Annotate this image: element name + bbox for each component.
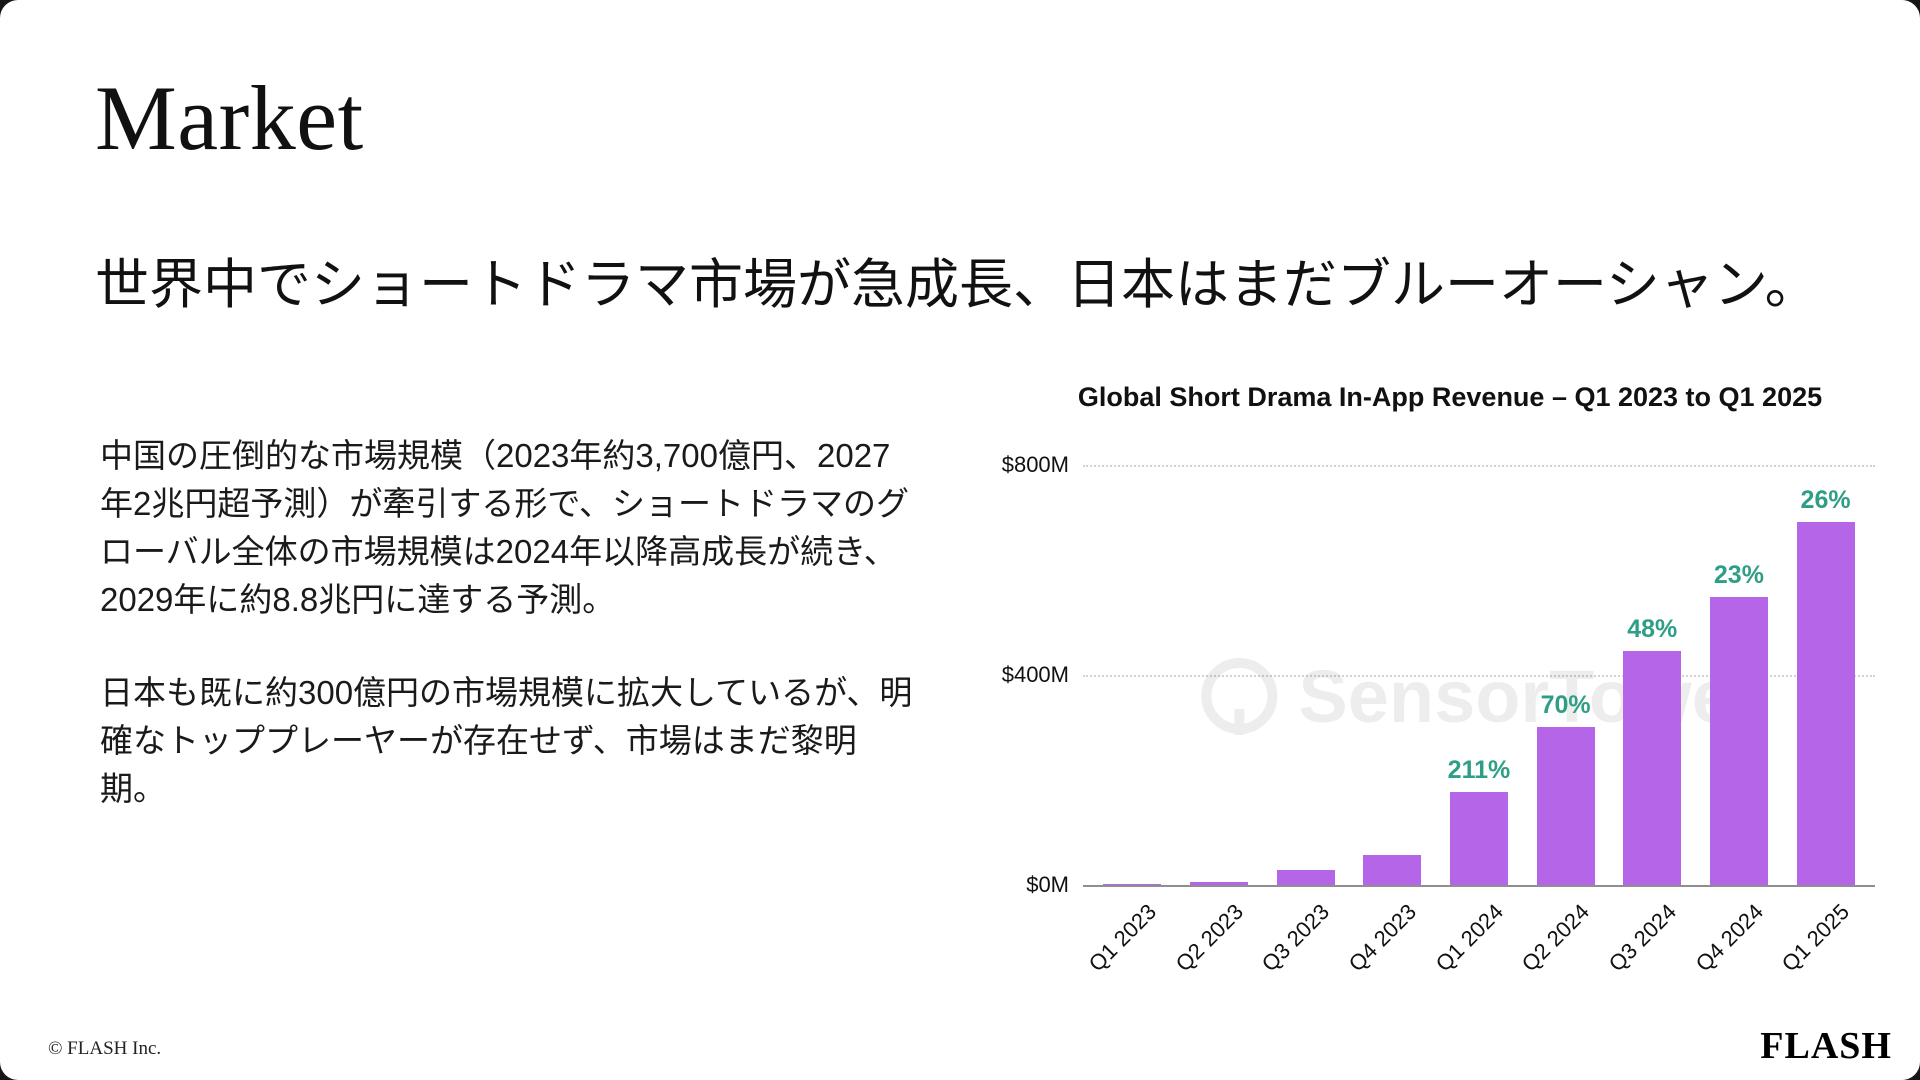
bars-row: 211% 70% 48% 23% 26% — [1083, 465, 1875, 885]
bar-column — [1363, 465, 1422, 885]
x-axis-label: Q3 2023 — [1257, 887, 1335, 987]
growth-label: 48% — [1627, 614, 1678, 643]
slide-subtitle: 世界中でショートドラマ市場が急成長、日本はまだブルーオーシャン。 — [95, 255, 1819, 315]
x-axis-label-text: Q2 2024 — [1516, 899, 1595, 977]
bar-column — [1103, 465, 1162, 885]
body-text: 中国の圧倒的な市場規模（2023年約3,700億円、2027年2兆円超予測）が牽… — [100, 432, 920, 813]
growth-label: 70% — [1540, 690, 1591, 719]
x-axis-label: Q1 2024 — [1430, 887, 1508, 987]
bar-column: 26% — [1796, 465, 1855, 885]
x-axis-label: Q1 2023 — [1084, 887, 1161, 987]
growth-label: 211% — [1447, 756, 1511, 785]
x-axis-label: Q4 2024 — [1690, 887, 1768, 987]
plot-row: $800M $400M $0M SensorTower — [995, 452, 1875, 987]
bar-column — [1276, 465, 1335, 885]
bar-column: 211% — [1447, 465, 1511, 885]
x-axis-label-text: Q1 2023 — [1083, 899, 1162, 977]
x-axis-label: Q3 2024 — [1604, 887, 1681, 987]
x-axis-labels: Q1 2023 Q2 2023 Q3 2023 Q4 2023 Q1 2024 Q2 20… — [1083, 887, 1875, 987]
growth-label: 23% — [1713, 561, 1764, 590]
bar — [1189, 882, 1248, 885]
bar — [1363, 855, 1422, 885]
flash-logo: FLASH — [1760, 1025, 1892, 1067]
gridline-800 — [1083, 465, 1875, 467]
plot-column: SensorTower 211% 70% 48% 23% 26% Q1 2023 Q2 2… — [1083, 465, 1875, 987]
x-axis-label-text: Q4 2023 — [1343, 899, 1421, 977]
bar — [1103, 884, 1162, 885]
bar-column: 70% — [1536, 465, 1595, 885]
bar-column — [1189, 465, 1248, 885]
x-axis-label-text: Q2 2023 — [1170, 899, 1248, 977]
footer-copyright: © FLASH Inc. — [48, 1038, 162, 1059]
x-axis-label: Q2 2024 — [1517, 887, 1595, 987]
growth-label: 26% — [1800, 486, 1851, 515]
x-axis-label: Q4 2023 — [1344, 887, 1421, 987]
x-axis-label-text: Q1 2024 — [1430, 899, 1508, 977]
y-axis: $800M $400M $0M — [995, 452, 1083, 897]
bar-column: 23% — [1709, 465, 1768, 885]
bar — [1449, 792, 1508, 885]
bar-column: 48% — [1623, 465, 1682, 885]
gridline-400 — [1083, 675, 1875, 677]
y-tick-400: $400M — [1001, 662, 1069, 687]
bar — [1276, 870, 1335, 885]
y-tick-0: $0M — [1026, 872, 1069, 897]
y-tick-800: $800M — [1001, 452, 1069, 477]
x-axis-label-text: Q3 2024 — [1603, 899, 1681, 977]
body-paragraph-1: 中国の圧倒的な市場規模（2023年約3,700億円、2027年2兆円超予測）が牽… — [100, 437, 910, 618]
body-paragraph-2: 日本も既に約300億円の市場規模に拡大しているが、明確なトッププレーヤーが存在せ… — [100, 674, 913, 808]
x-axis-label-text: Q1 2025 — [1776, 899, 1855, 977]
x-axis-label: Q2 2023 — [1170, 887, 1248, 987]
slide-title: Market — [95, 67, 364, 169]
x-axis-label: Q1 2025 — [1777, 887, 1855, 987]
bar — [1709, 597, 1768, 885]
chart-title: Global Short Drama In-App Revenue – Q1 2… — [1077, 382, 1823, 412]
plot-area: SensorTower 211% 70% 48% 23% 26% — [1083, 465, 1875, 887]
bar — [1796, 522, 1855, 885]
bar — [1623, 650, 1682, 885]
revenue-bar-chart: Global Short Drama In-App Revenue – Q1 2… — [995, 382, 1875, 987]
bar — [1536, 726, 1595, 885]
x-axis-label-text: Q3 2023 — [1256, 899, 1335, 977]
x-axis-label-text: Q4 2024 — [1690, 899, 1768, 977]
